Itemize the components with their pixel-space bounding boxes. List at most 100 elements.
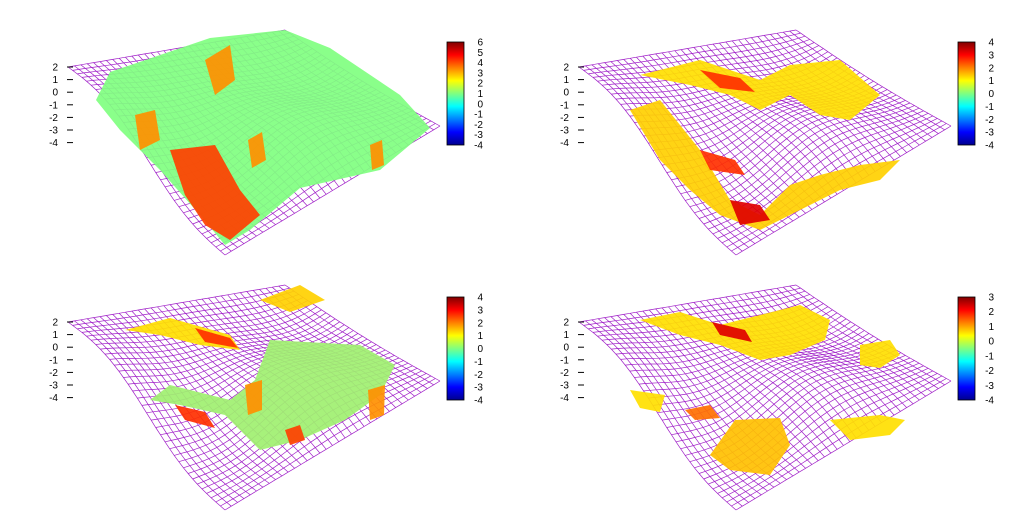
colorbar-tick-label: 4	[477, 293, 483, 304]
colorbar-gradient	[957, 41, 976, 146]
colorbar-tick-label: 1	[477, 331, 483, 342]
surface-patch	[730, 200, 770, 225]
z-tick-label: -4	[560, 393, 569, 404]
mesh-line-v	[795, 284, 952, 382]
mesh-line-v	[795, 29, 952, 127]
colorbar-tick-label: -4	[985, 141, 994, 152]
surface-patch	[712, 322, 752, 342]
surface-patch	[248, 132, 266, 168]
surface-patch	[260, 285, 325, 312]
surface-patch	[205, 45, 235, 95]
z-tick-label: 0	[563, 343, 569, 354]
mesh-line-u	[675, 346, 892, 443]
surface-patch	[285, 425, 305, 445]
z-tick-label: -2	[560, 368, 569, 379]
surface-patch	[630, 390, 665, 412]
z-tick-label: -1	[49, 355, 58, 366]
colorbar-tick-label: -4	[474, 396, 483, 407]
colorbar-tick-label: 0	[988, 89, 994, 100]
mesh-line-u	[666, 341, 883, 428]
z-tick-label: -1	[560, 355, 569, 366]
colorbar-tick-label: -3	[474, 383, 483, 394]
mesh-line-u	[671, 344, 888, 436]
colorbar-tick-label: 0	[477, 344, 483, 355]
colorbar-tick-label: -2	[474, 120, 483, 131]
z-tick-label: 1	[52, 330, 58, 341]
mesh-line-u	[731, 378, 947, 507]
colorbar-tick-label: 2	[477, 318, 483, 329]
surface-patch	[685, 405, 720, 420]
colorbar-tick-label: -1	[985, 102, 994, 113]
colorbar: 43 2 1 0 -1 -2 -3 -4	[446, 293, 483, 407]
z-tick-label: -4	[560, 138, 569, 149]
colorbar-tick-label: -1	[474, 110, 483, 121]
surface-patch	[370, 140, 384, 170]
surface-patch	[710, 418, 790, 475]
colorbar-tick-label: 1	[477, 89, 483, 100]
surface-patch	[195, 328, 238, 348]
colored-patches	[630, 305, 905, 475]
z-tick-label: -2	[560, 113, 569, 124]
z-axis: 21 0-1 -2 -3-4	[560, 318, 584, 404]
z-tick-label: -2	[49, 368, 58, 379]
z-tick-label: 2	[563, 318, 569, 329]
z-tick-label: 1	[52, 75, 58, 86]
colorbar-tick-label: 2	[477, 79, 483, 90]
z-tick-label: 0	[52, 343, 58, 354]
colorbar-tick-label: -3	[985, 381, 994, 392]
z-tick-label: -1	[560, 100, 569, 111]
colorbar-tick-label: -2	[474, 370, 483, 381]
colorbar: 3 2 1 0 -1 -2 -3 -4	[957, 293, 994, 407]
colorbar-tick-label: -4	[474, 141, 483, 152]
colorbar-gradient	[957, 296, 976, 401]
colorbar: 43 2 1 0 -1 -2 -3 -4	[957, 38, 994, 152]
z-tick-label: -3	[560, 381, 569, 392]
colorbar-tick-label: -2	[985, 115, 994, 126]
z-tick-label: 2	[563, 63, 569, 74]
z-axis: 21 0-1 -2 -3-4	[560, 63, 584, 149]
colorbar-gradient	[446, 41, 465, 146]
z-axis: 21 0-1 -2 -3-4	[49, 318, 73, 404]
colored-patches	[125, 285, 395, 450]
mesh-line-u	[735, 380, 952, 511]
z-tick-label: 2	[52, 63, 58, 74]
colorbar-tick-label: 0	[477, 99, 483, 110]
colorbar-tick-label: 4	[477, 58, 483, 69]
surface-patch	[700, 150, 745, 175]
mesh-surface	[578, 29, 952, 256]
z-tick-label: -4	[49, 138, 58, 149]
mesh-line-u	[721, 373, 938, 499]
colorbar-tick-label: -1	[985, 351, 994, 362]
surface-patch	[368, 385, 385, 420]
colorbar-tick-label: 6	[477, 38, 483, 49]
colorbar-tick-label: -3	[474, 130, 483, 141]
surface-patch	[640, 60, 880, 120]
colorbar-gradient	[446, 296, 465, 401]
colorbar-tick-label: 0	[988, 337, 994, 348]
colorbar-tick-label: 5	[477, 48, 483, 59]
surface-patch	[860, 340, 900, 368]
mesh-line-u	[215, 375, 432, 503]
z-axis: 21 0-1 -2 -3-4	[49, 63, 73, 149]
colorbar-tick-label: -1	[474, 357, 483, 368]
z-tick-label: -1	[49, 100, 58, 111]
surface-patch	[630, 100, 900, 230]
colorbar-tick-label: 3	[477, 68, 483, 79]
z-tick-label: -3	[560, 126, 569, 137]
surface-patch	[135, 110, 160, 150]
surface-patch	[700, 70, 755, 92]
colorbar-tick-label: 3	[988, 293, 994, 304]
surface-patch	[175, 405, 215, 428]
colorbar-tick-label: 4	[988, 38, 994, 49]
colorbar-tick-label: -4	[985, 396, 994, 407]
z-tick-label: 1	[563, 330, 569, 341]
z-tick-label: -3	[49, 381, 58, 392]
colorbar-tick-label: 3	[988, 50, 994, 61]
z-tick-label: -3	[49, 126, 58, 137]
surface-patch	[245, 380, 262, 415]
